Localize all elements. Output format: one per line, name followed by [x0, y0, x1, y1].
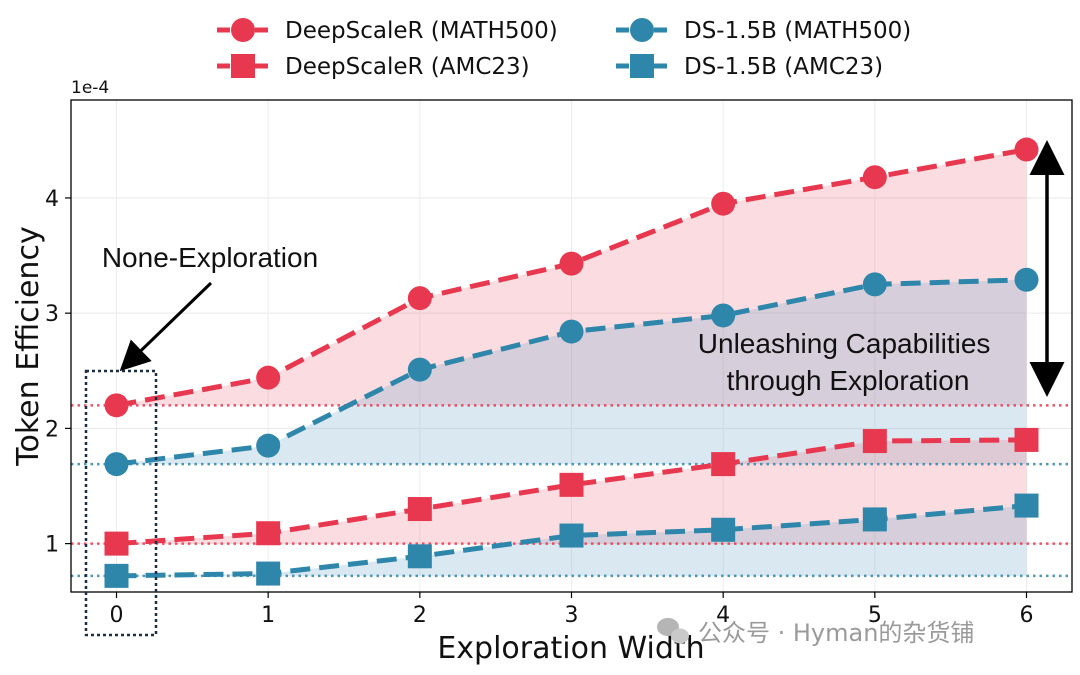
- data-point: [862, 272, 887, 297]
- y-tick-label: 3: [45, 302, 59, 327]
- data-point: [862, 429, 887, 454]
- y-axis-exponent: 1e-4: [71, 78, 109, 98]
- data-point: [1014, 137, 1039, 162]
- data-point: [559, 251, 584, 276]
- data-point: [559, 523, 584, 548]
- data-point: [1014, 427, 1039, 452]
- legend-marker: [231, 18, 255, 42]
- y-axis-label: Token Efficiency: [11, 226, 46, 466]
- legend-marker: [231, 54, 255, 78]
- legend-item: DeepScaleR (AMC23): [217, 54, 530, 80]
- legend-label: DS-1.5B (AMC23): [684, 54, 883, 80]
- y-tick-label: 1: [45, 533, 59, 558]
- legend-label: DS-1.5B (MATH500): [684, 18, 911, 44]
- x-axis-label: Exploration Width: [437, 631, 704, 666]
- data-point: [1014, 267, 1039, 292]
- data-point: [256, 433, 281, 458]
- legend-item: DS-1.5B (MATH500): [616, 18, 911, 44]
- data-point: [559, 319, 584, 344]
- x-tick-label: 1: [261, 603, 275, 628]
- area-fill: [116, 279, 1027, 465]
- data-point: [559, 472, 584, 497]
- svg-text:公众号 · Hyman的杂货铺: 公众号 · Hyman的杂货铺: [698, 619, 974, 647]
- legend: DeepScaleR (MATH500) DeepScaleR (AMC23) DS…: [217, 18, 911, 80]
- data-point: [711, 303, 736, 328]
- data-point: [711, 191, 736, 216]
- legend-marker: [630, 54, 654, 78]
- watermark: 公众号 · Hyman的杂货铺: [657, 618, 974, 647]
- x-tick-label: 5: [868, 603, 882, 628]
- x-tick-label: 6: [1020, 603, 1034, 628]
- data-point: [407, 544, 432, 569]
- y-tick-label: 2: [45, 417, 59, 442]
- legend-label: DeepScaleR (MATH500): [285, 18, 558, 44]
- x-axis-ticks: 0 1 2 3 4 5 6: [110, 592, 1034, 628]
- data-point: [104, 531, 129, 556]
- y-axis-ticks: 1 2 3 4: [45, 187, 71, 558]
- data-point: [104, 563, 129, 588]
- data-point: [862, 165, 887, 190]
- wechat-icon: [657, 618, 689, 644]
- data-point: [256, 365, 281, 390]
- none-exploration-arrow: [119, 281, 213, 372]
- y-tick-label: 4: [45, 187, 59, 212]
- x-tick-label: 0: [110, 603, 124, 628]
- legend-item: DeepScaleR (MATH500): [217, 18, 558, 44]
- data-point: [256, 521, 281, 546]
- data-point: [1014, 493, 1039, 518]
- data-point: [256, 561, 281, 586]
- legend-label: DeepScaleR (AMC23): [285, 54, 530, 80]
- unleashing-label: Unleashing Capabilities through Explorat…: [698, 328, 998, 396]
- none-exploration-label: None-Exploration: [102, 242, 318, 273]
- series-markers: [104, 137, 1039, 588]
- x-tick-label: 3: [565, 603, 579, 628]
- data-point: [407, 286, 432, 311]
- data-point: [104, 452, 129, 477]
- none-exploration-box: [84, 369, 158, 637]
- legend-marker: [630, 18, 654, 42]
- area-fill: [116, 149, 1027, 406]
- data-point: [711, 452, 736, 477]
- data-point: [711, 517, 736, 542]
- data-point: [407, 357, 432, 382]
- data-point: [104, 393, 129, 418]
- data-point: [862, 507, 887, 532]
- data-point: [407, 497, 432, 522]
- x-tick-label: 4: [716, 603, 730, 628]
- x-tick-label: 2: [413, 603, 427, 628]
- legend-item: DS-1.5B (AMC23): [616, 54, 883, 80]
